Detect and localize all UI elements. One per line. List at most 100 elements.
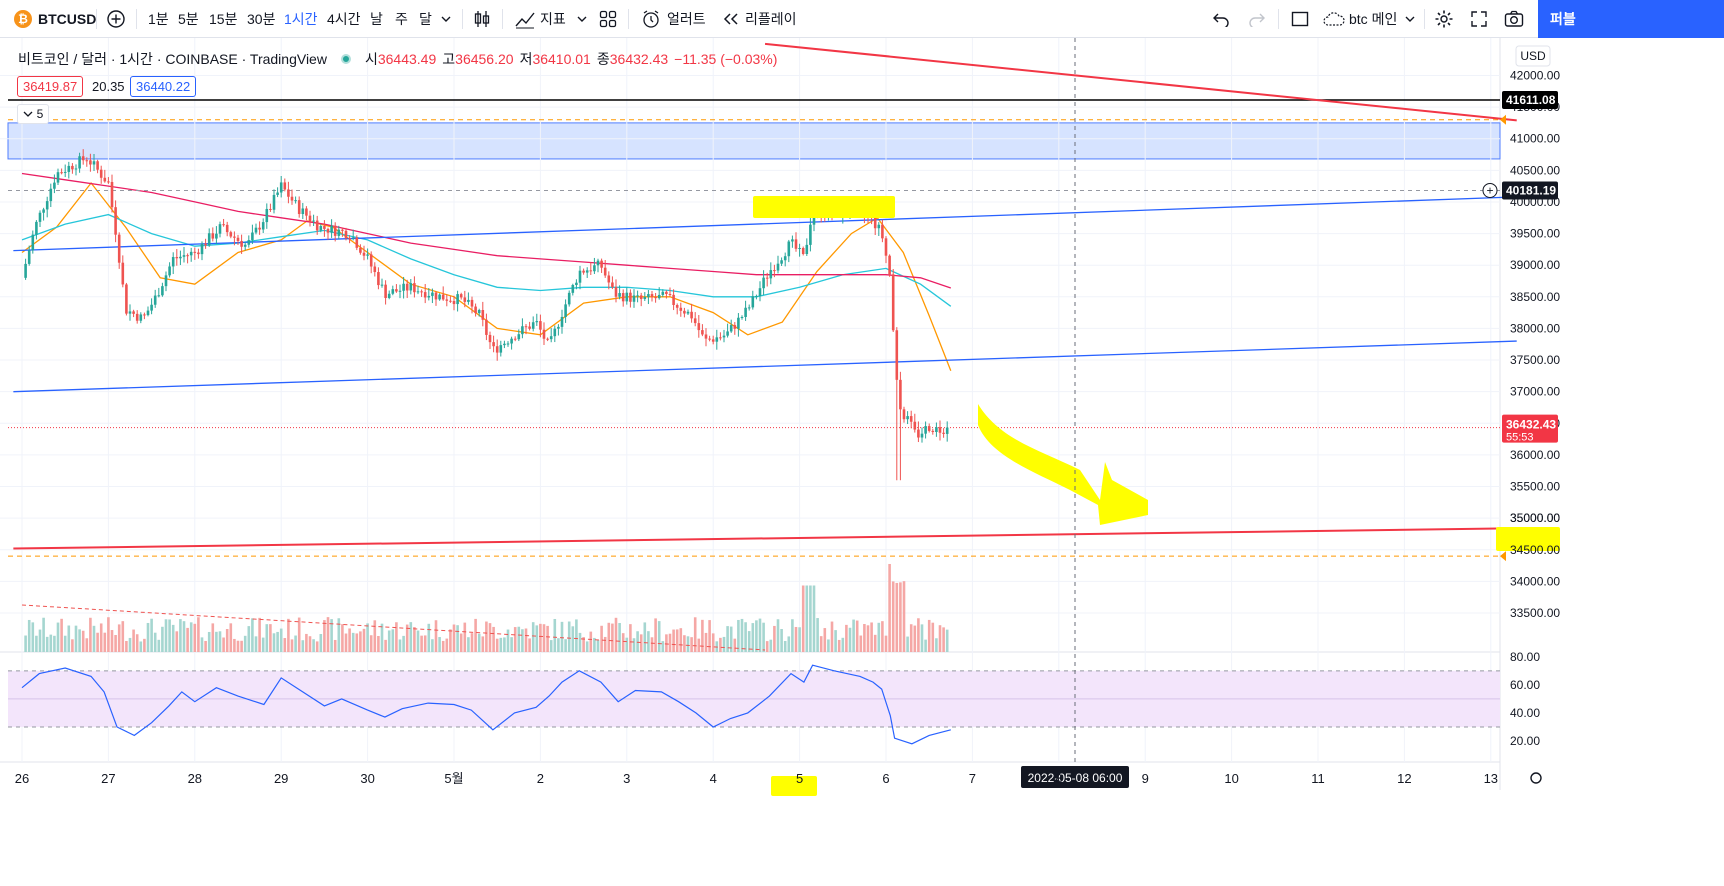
time-tick-label: 7	[969, 771, 976, 786]
price-chart[interactable]: 2022-05-08 06:00 42000.0041500.0041000.0…	[0, 38, 1724, 881]
candle-body	[704, 334, 708, 339]
indicators-button[interactable]: 지표	[514, 0, 566, 38]
interval-4h[interactable]: 4시간	[327, 11, 361, 27]
volume-bar	[729, 626, 733, 652]
volume-bar	[452, 624, 456, 652]
volume-bar	[488, 623, 492, 652]
volume-bar	[693, 617, 697, 652]
candle-body	[701, 330, 704, 335]
candle-body	[632, 295, 636, 302]
volume-bar	[373, 620, 377, 652]
candle-body	[283, 182, 287, 190]
candle-body	[107, 181, 110, 183]
candle-body	[74, 168, 78, 170]
ask-price[interactable]: 36440.22	[130, 76, 197, 97]
time-tick-label: 12	[1397, 771, 1411, 786]
candle-body	[495, 346, 499, 353]
volume-bar	[942, 627, 945, 652]
undo-button[interactable]	[1212, 0, 1230, 38]
volume-bar	[629, 624, 632, 652]
volume-bar	[24, 635, 27, 652]
candle-body	[67, 165, 71, 172]
volume-bar	[859, 635, 863, 652]
volume-bar	[798, 627, 801, 652]
volume-bar	[337, 618, 341, 652]
spread-value: 20.35	[92, 79, 125, 94]
interval-month[interactable]: 달	[419, 11, 432, 27]
volume-bar	[42, 617, 45, 652]
price-tag-last-box	[1502, 414, 1558, 443]
collapse-indicators-button[interactable]: 5	[17, 104, 49, 124]
settings-button[interactable]	[1434, 0, 1454, 38]
candle-body	[899, 379, 902, 410]
interval-1m[interactable]: 1분	[148, 11, 169, 27]
templates-button[interactable]	[598, 0, 618, 38]
candles-icon	[474, 11, 490, 27]
publish-button[interactable]: 퍼블	[1538, 0, 1724, 38]
indicators-dropdown[interactable]	[576, 0, 588, 38]
volume-bar	[531, 622, 535, 652]
price-tag-highlighted: 35000.00	[1510, 511, 1560, 525]
candle-body	[549, 336, 553, 340]
volume-bar	[254, 636, 258, 652]
change-value: −11.35 (−0.03%)	[674, 51, 778, 67]
volume-bar	[510, 637, 513, 652]
candle-body	[384, 284, 387, 298]
indicators-label: 지표	[540, 11, 566, 27]
replay-button[interactable]: 리플레이	[722, 0, 797, 38]
interval-day[interactable]: 날	[370, 11, 383, 27]
volume-bar	[236, 640, 240, 652]
layout-dropdown[interactable]	[1404, 0, 1416, 38]
candle-body	[312, 220, 315, 222]
interval-week[interactable]: 주	[395, 11, 408, 27]
bid-price[interactable]: 36419.87	[17, 76, 84, 97]
candle-body	[355, 237, 359, 248]
crosshair-time-label: 2022-05-08 06:00	[1028, 771, 1123, 785]
candle-body	[150, 304, 153, 311]
volume-bar	[924, 639, 927, 652]
chart-area[interactable]: 2022-05-08 06:00 42000.0041500.0041000.0…	[0, 38, 1724, 881]
compare-button[interactable]	[106, 0, 126, 38]
candle-body	[881, 224, 884, 239]
volume-bar	[647, 631, 650, 652]
interval-5m[interactable]: 5분	[178, 11, 199, 27]
candle-body	[787, 241, 791, 257]
volume-bar	[456, 625, 459, 652]
volume-bar	[445, 638, 449, 652]
candle-body	[909, 416, 913, 422]
candle-body	[636, 295, 639, 297]
fullscreen-button[interactable]	[1470, 0, 1488, 38]
volume-bar	[157, 639, 161, 652]
layout-button[interactable]: btc 메인	[1322, 0, 1397, 38]
volume-bar	[71, 639, 74, 652]
volume-bar	[380, 623, 384, 652]
price-tick-label: 34000.00	[1510, 574, 1560, 588]
candle-body	[168, 266, 171, 276]
interval-1h[interactable]: 1시간	[284, 11, 318, 27]
symbol-search[interactable]: ₿ BTCUSD	[14, 0, 96, 38]
volume-bar	[780, 629, 783, 652]
time-tick-label: 5	[796, 771, 803, 786]
rsi-tick-label: 40.00	[1510, 706, 1540, 720]
candle-body	[621, 293, 625, 302]
price-tick-label: 38500.00	[1510, 290, 1560, 304]
interval-15m[interactable]: 15분	[209, 11, 238, 27]
candle-body	[132, 311, 135, 314]
candle-body	[945, 427, 949, 434]
chart-type-button[interactable]	[472, 0, 492, 38]
redo-button[interactable]	[1248, 0, 1266, 38]
volume-bar	[283, 638, 287, 652]
candle-body	[297, 200, 301, 215]
snapshot-button[interactable]	[1504, 0, 1524, 38]
interval-dropdown[interactable]	[440, 0, 452, 38]
candle-body	[143, 314, 146, 316]
volume-bar	[535, 625, 539, 652]
volume-bar	[35, 635, 38, 652]
volume-bar	[827, 639, 830, 652]
interval-30m[interactable]: 30분	[247, 11, 276, 27]
volume-bar	[589, 631, 593, 652]
volume-bar	[207, 631, 211, 652]
fullscreen-select-button[interactable]	[1290, 0, 1310, 38]
alert-button[interactable]: 얼러트	[641, 0, 706, 38]
trend-line	[13, 527, 1517, 550]
